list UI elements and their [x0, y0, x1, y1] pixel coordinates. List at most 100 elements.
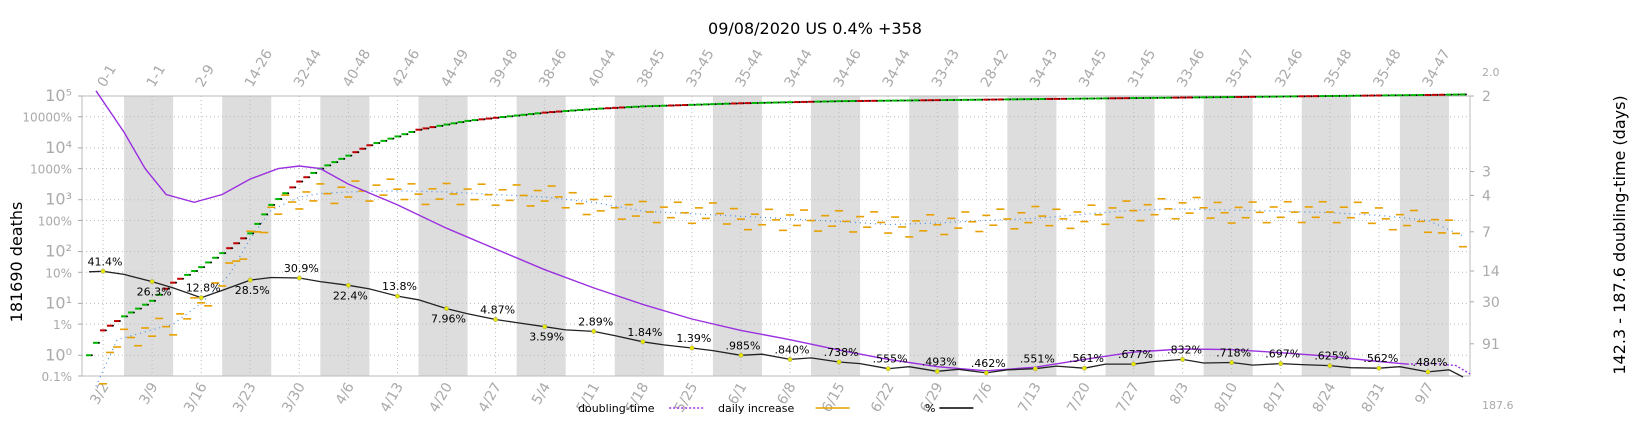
week-bands [124, 96, 1449, 376]
deaths-point [231, 247, 234, 250]
percent-marker [885, 366, 891, 372]
percent-marker [1082, 365, 1087, 371]
deaths-point [476, 119, 479, 122]
deaths-point [1430, 94, 1432, 96]
deaths-point [672, 104, 675, 107]
x-tick-label: 4/20 [426, 380, 456, 415]
deaths-point [434, 126, 437, 129]
deaths-point [525, 113, 528, 116]
right-tick-label: 14 [1482, 264, 1500, 280]
right-tick-label: 187.6 [1482, 399, 1514, 412]
deaths-point [1465, 93, 1467, 96]
deaths-point [1261, 95, 1264, 98]
deaths-point [813, 100, 815, 103]
right-tick-label: 2.0 [1482, 66, 1500, 79]
top-tick-label: 39-48 [487, 47, 521, 90]
doubling-time-dotted [1406, 362, 1471, 375]
deaths-point [1226, 96, 1229, 99]
top-tick-label: 32-44 [291, 47, 325, 90]
deaths-point [147, 303, 149, 306]
percent-label: .718% [1216, 347, 1251, 360]
right-tick-label: 4 [1482, 188, 1491, 204]
deaths-point [280, 198, 283, 200]
percent-marker [247, 277, 253, 283]
legend-entry-label: % [925, 402, 935, 415]
deaths-point [553, 111, 556, 113]
week-band [712, 96, 762, 376]
percent-label: .555% [873, 353, 908, 366]
deaths-point [707, 103, 710, 106]
deaths-point [98, 341, 100, 344]
deaths-point [1317, 95, 1320, 98]
x-tick-label: 7/20 [1064, 380, 1094, 415]
right-tick-label: 7 [1482, 225, 1491, 241]
deaths-point [855, 100, 858, 102]
deaths-point [932, 99, 935, 102]
deaths-point [112, 324, 114, 327]
left-tick-label: 1% [53, 318, 72, 332]
deaths-point [820, 100, 822, 103]
deaths-point [644, 105, 647, 108]
deaths-point [203, 266, 206, 269]
deaths-point [1423, 94, 1425, 96]
deaths-point [161, 293, 164, 296]
deaths-point [1247, 95, 1250, 98]
x-tick-label: 3/30 [279, 380, 309, 415]
legend-entry-label: daily increase [718, 402, 794, 415]
percent-marker [493, 317, 498, 322]
top-tick-label: 38-45 [634, 47, 668, 90]
deaths-point [715, 103, 717, 106]
deaths-point [665, 104, 668, 107]
top-tick-label: 38-46 [536, 47, 570, 90]
deaths-point [743, 102, 745, 105]
top-tick-label: 35-44 [733, 47, 767, 90]
deaths-point [294, 186, 297, 189]
deaths-point [1149, 97, 1152, 99]
deaths-point [490, 117, 493, 120]
week-band [811, 96, 861, 376]
deaths-point [154, 299, 157, 302]
percent-marker [836, 359, 842, 365]
left-tick-label: 0.1% [42, 370, 73, 384]
deaths-point [1086, 97, 1089, 100]
deaths-point [1282, 95, 1285, 98]
deaths-point [623, 106, 626, 109]
deaths-point [182, 277, 185, 280]
top-tick-label: 34-44 [880, 47, 914, 90]
deaths-point [1191, 96, 1194, 99]
deaths-point [995, 98, 998, 101]
percent-label: .625% [1314, 350, 1349, 363]
deaths-point [455, 122, 458, 125]
percent-marker [542, 324, 548, 330]
percent-label: .677% [1118, 348, 1153, 361]
percent-marker [983, 370, 989, 376]
top-tick-label: 34-43 [1027, 47, 1061, 90]
percent-label: .562% [1363, 352, 1398, 365]
deaths-point [357, 151, 360, 154]
left-tick-label: 10⁵ [45, 86, 72, 105]
deaths-point [799, 101, 801, 103]
deaths-point [308, 176, 311, 179]
deaths-point [630, 106, 633, 109]
top-tick-label: 35-48 [1321, 47, 1355, 90]
top-tick-label: 35-47 [1223, 47, 1257, 90]
deaths-point [637, 105, 640, 108]
percent-marker [591, 329, 597, 334]
deaths-point [245, 237, 248, 240]
deaths-point [1100, 97, 1103, 100]
deaths-point [1275, 95, 1278, 98]
deaths-point [1009, 98, 1012, 101]
deaths-point [1401, 94, 1404, 97]
deaths-point [1338, 95, 1341, 97]
right-axis-ticks: 2.0 2 3 4 7 14 30 91 187.6 [1470, 66, 1514, 412]
x-tick-label: 4/13 [377, 380, 407, 415]
x-tick-label: 6/15 [819, 380, 849, 415]
deaths-point [764, 101, 766, 104]
percent-marker [100, 268, 106, 274]
deaths-point [616, 106, 619, 109]
x-tick-label: 8/10 [1212, 380, 1242, 415]
x-tick-label: 3/23 [230, 380, 260, 415]
deaths-point [1373, 94, 1376, 97]
deaths-point [1065, 97, 1068, 100]
deaths-point [119, 320, 121, 322]
